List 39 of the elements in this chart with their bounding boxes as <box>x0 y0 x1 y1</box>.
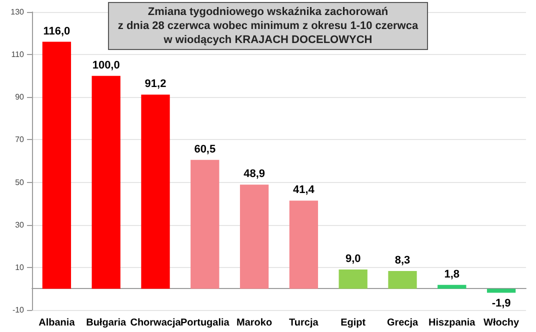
x-tick-label: Chorwacja <box>130 318 182 328</box>
y-tick-label: 130 <box>10 8 25 16</box>
x-tick-label: Grecja <box>386 318 418 328</box>
data-label: 48,9 <box>244 168 266 180</box>
data-label: 9,0 <box>345 253 361 266</box>
y-tick-label: 30 <box>15 220 25 230</box>
y-tick-label: 10 <box>15 262 25 272</box>
bar <box>438 284 466 289</box>
x-tick-label: Bułgaria <box>86 318 127 328</box>
bar <box>289 200 318 289</box>
y-tick-label: 90 <box>15 92 25 102</box>
x-tick-label: Turcja <box>289 318 319 328</box>
x-tick-label: Portugalia <box>180 318 230 328</box>
y-tick-label: 50 <box>15 178 25 187</box>
bar <box>42 42 72 289</box>
bar <box>486 288 516 293</box>
data-label: 116,0 <box>43 25 70 38</box>
data-label: 41,4 <box>292 184 316 196</box>
data-label: -1,9 <box>492 297 511 310</box>
data-label: 60,5 <box>194 143 216 156</box>
bar <box>388 271 417 289</box>
y-tick-label: 70 <box>15 135 25 144</box>
bar <box>190 160 220 289</box>
bar <box>141 94 170 289</box>
x-tick-label: Egipt <box>340 318 366 328</box>
y-tick-label: 110 <box>11 50 25 60</box>
x-tick-label: Włochy <box>484 318 520 328</box>
x-tick-label: Hiszpania <box>428 318 476 328</box>
bar <box>240 184 269 289</box>
bar <box>92 76 120 289</box>
x-tick-label: Maroko <box>236 318 272 328</box>
data-label: 1,8 <box>444 268 460 280</box>
data-label: 91,2 <box>144 78 166 90</box>
data-label: 8,3 <box>394 254 410 267</box>
bar <box>338 270 368 289</box>
text: Zmiana tygodniowego wskaźnika zachorowań z dnia 28 czerwca wobec minimum z okresu 1-10 czerwca w wiodących KRAJACH DOCELOWYCH <box>118 6 419 46</box>
y-tick-label: -10 <box>12 306 25 314</box>
x-tick-label: Albania <box>38 318 76 328</box>
data-label: 100,0 <box>92 59 120 72</box>
